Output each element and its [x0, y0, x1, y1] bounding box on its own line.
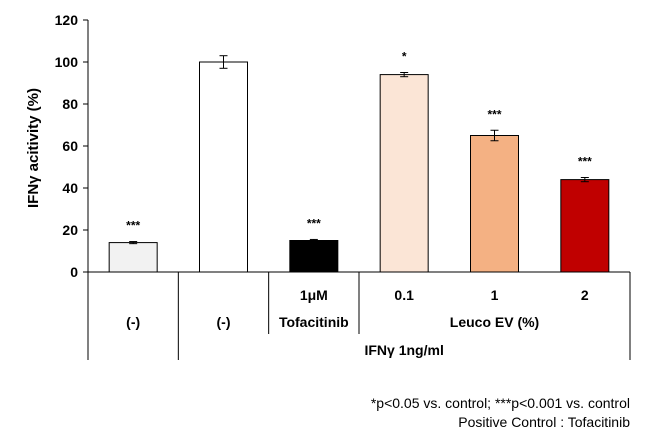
y-tick-label: 60	[62, 138, 78, 154]
bar	[379, 74, 429, 273]
footnote-line2: Positive Control : Tofacitinib	[458, 414, 630, 430]
significance-label: ***	[487, 107, 501, 121]
bar	[108, 242, 158, 273]
category-label-row2: Leuco EV (%)	[450, 314, 539, 330]
footnote-positive-control: Positive Control : Tofacitinib	[458, 414, 630, 430]
y-tick-label: 0	[70, 264, 78, 280]
y-tick-label: 20	[62, 222, 78, 238]
category-label-row1: 1μM	[300, 287, 328, 303]
category-label-row2: (-)	[126, 314, 140, 330]
significance-label: *	[402, 50, 407, 64]
bar	[289, 240, 339, 273]
significance-label: ***	[578, 155, 592, 169]
footnote-line1: *p<0.05 vs. control; ***p<0.001 vs. cont…	[370, 395, 630, 411]
category-label-row3: IFNγ 1ng/ml	[364, 342, 443, 358]
category-label-row2: (-)	[217, 314, 231, 330]
y-axis: 0 20 40 60 80 100 120	[55, 12, 89, 280]
category-label-row1: 2	[581, 287, 589, 303]
bar	[199, 61, 248, 273]
y-axis-label: IFNγ acitivity (%)	[25, 88, 42, 208]
y-tick-label: 40	[62, 180, 78, 196]
significance-label: ***	[307, 216, 321, 230]
y-tick-label: 120	[55, 12, 79, 28]
footnote-significance: *p<0.05 vs. control; ***p<0.001 vs. cont…	[371, 395, 630, 411]
category-label-row2: Tofacitinib	[279, 314, 349, 330]
category-label-row1: 1	[491, 287, 499, 303]
y-tick-label: 80	[62, 96, 78, 112]
category-table: 1μM 0.1 1 2 (-) (-) Tofacitinib Leuco EV (%) IFN…	[87, 272, 631, 360]
bars-group: *** **********	[88, 50, 630, 273]
bar	[560, 179, 610, 273]
category-label-row1: 0.1	[394, 287, 414, 303]
bar	[470, 135, 519, 273]
y-tick-label: 100	[55, 54, 79, 70]
significance-label: ***	[126, 219, 140, 233]
